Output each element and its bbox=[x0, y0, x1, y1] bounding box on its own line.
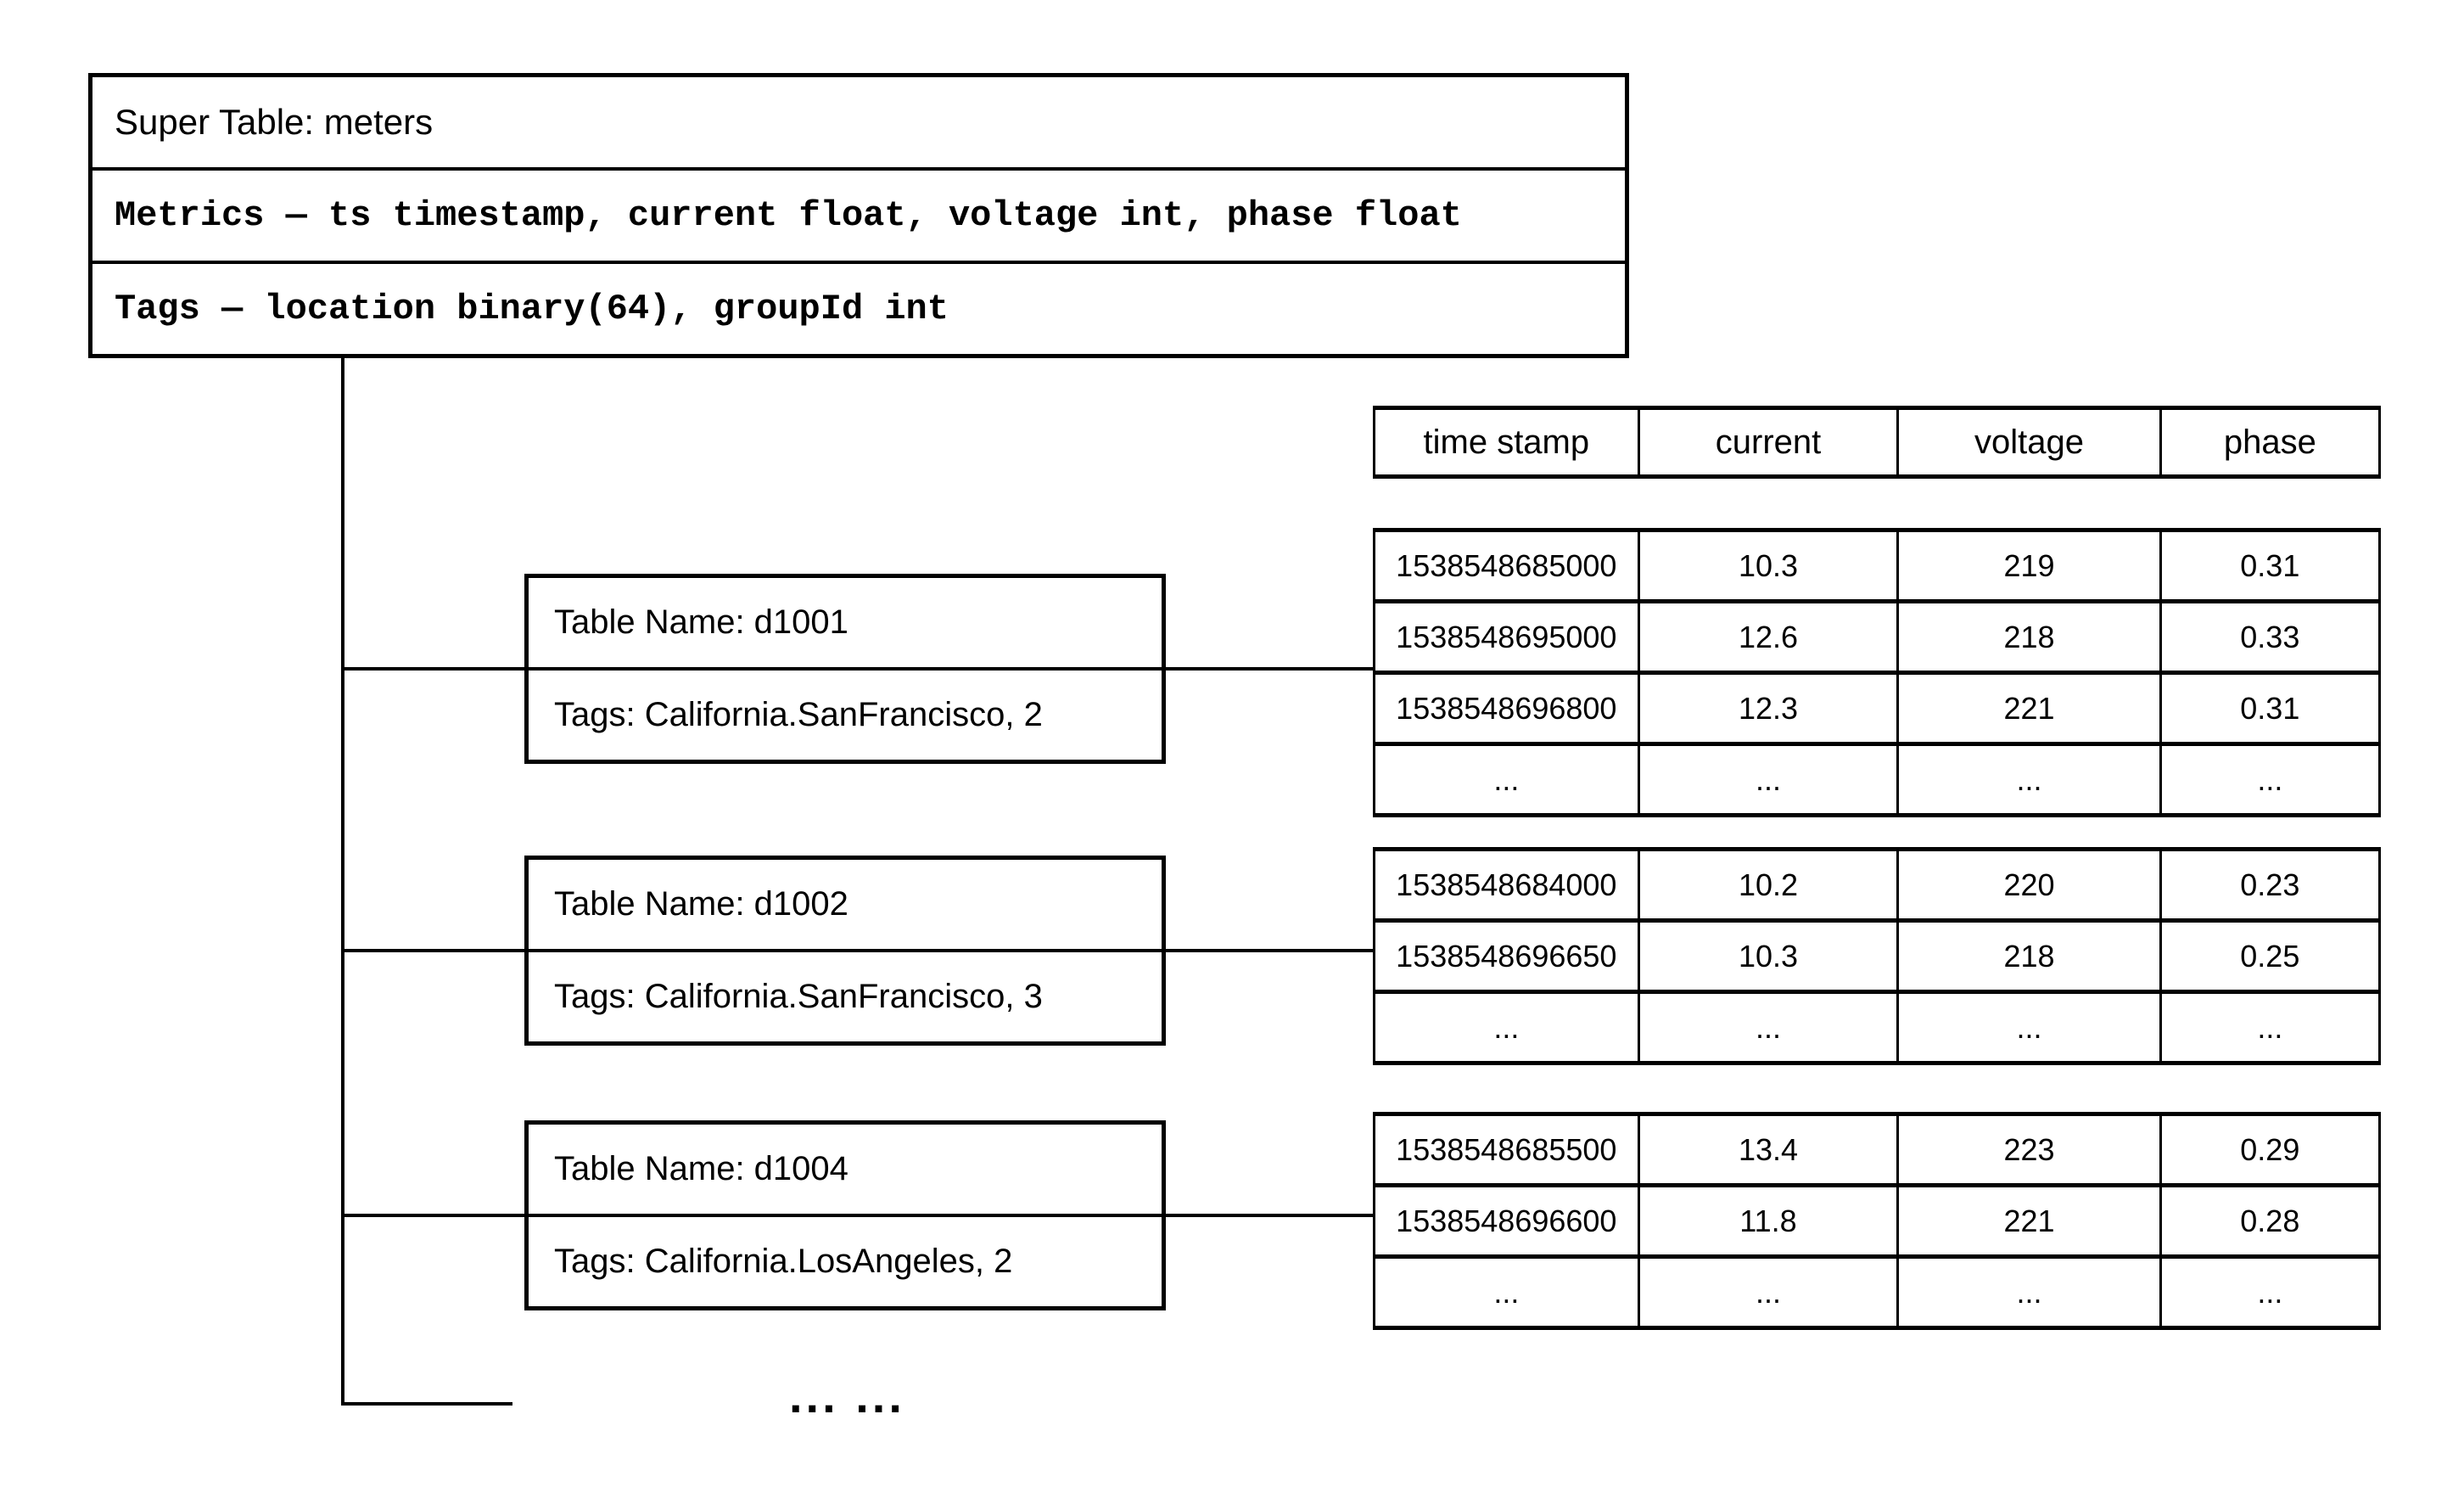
subtable-box-d1004: Table Name: d1004 Tags: California.LosAn… bbox=[524, 1120, 1166, 1310]
super-table-box: Super Table: meters Metrics — ts timesta… bbox=[88, 73, 1629, 358]
super-table-metrics: Metrics — ts timestamp, current float, v… bbox=[92, 171, 1625, 264]
table-cell: 221 bbox=[1896, 1183, 2162, 1259]
connector-line-d1004 bbox=[1166, 1214, 1373, 1217]
table-cell: ... bbox=[1896, 990, 2162, 1065]
tree-branch-line-more bbox=[341, 1402, 512, 1406]
table-cell: 1538548695000 bbox=[1373, 599, 1640, 675]
tree-trunk-line bbox=[341, 356, 344, 1406]
table-cell: ... bbox=[1373, 990, 1640, 1065]
table-row: 1538548696600 11.8 221 0.28 bbox=[1373, 1183, 2382, 1259]
table-cell: ... bbox=[1896, 742, 2162, 817]
table-cell: 1538548696650 bbox=[1373, 918, 1640, 994]
table-cell: 0.29 bbox=[2159, 1112, 2382, 1187]
table-row: ............ bbox=[1373, 990, 2382, 1065]
column-header-phase: phase bbox=[2159, 406, 2382, 479]
table-cell: 13.4 bbox=[1637, 1112, 1900, 1187]
table-cell: 0.25 bbox=[2159, 918, 2382, 994]
table-cell: ... bbox=[1896, 1254, 2162, 1330]
subtable-box-d1001: Table Name: d1001 Tags: California.SanFr… bbox=[524, 574, 1166, 764]
table-cell: 1538548685000 bbox=[1373, 528, 1640, 603]
subtable-tags-d1001: Tags: California.SanFrancisco, 2 bbox=[554, 696, 1043, 733]
table-row: ............ bbox=[1373, 1254, 2382, 1330]
table-cell: ... bbox=[2159, 742, 2382, 817]
table-cell: 0.23 bbox=[2159, 847, 2382, 923]
table-cell: ... bbox=[1637, 990, 1900, 1065]
table-cell: 0.31 bbox=[2159, 671, 2382, 746]
table-cell: 220 bbox=[1896, 847, 2162, 923]
table-cell: 0.31 bbox=[2159, 528, 2382, 603]
table-cell: 12.6 bbox=[1637, 599, 1900, 675]
table-cell: 1538548696800 bbox=[1373, 671, 1640, 746]
table-row: 1538548685000 10.3 219 0.31 bbox=[1373, 528, 2382, 603]
table-cell: 223 bbox=[1896, 1112, 2162, 1187]
table-cell: 218 bbox=[1896, 918, 2162, 994]
table-cell: 1538548684000 bbox=[1373, 847, 1640, 923]
data-table-d1002: 1538548684000 10.2 220 0.23 1538548696650 10.… bbox=[1373, 847, 2382, 1065]
table-cell: 218 bbox=[1896, 599, 2162, 675]
super-table-title: Super Table: meters bbox=[92, 77, 1625, 171]
table-cell: 221 bbox=[1896, 671, 2162, 746]
table-cell: 10.2 bbox=[1637, 847, 1900, 923]
table-cell: 0.28 bbox=[2159, 1183, 2382, 1259]
table-cell: ... bbox=[1637, 1254, 1900, 1330]
column-header-voltage: voltage bbox=[1896, 406, 2162, 479]
subtable-name-d1002: Table Name: d1002 bbox=[529, 860, 1162, 952]
more-subtables-ellipsis: ... ... bbox=[789, 1369, 905, 1422]
header-row: time stamp current voltage phase bbox=[1373, 406, 2382, 479]
tree-branch-line-d1002 bbox=[341, 949, 524, 952]
table-cell: ... bbox=[2159, 990, 2382, 1065]
connector-line-d1001 bbox=[1166, 667, 1373, 671]
column-header-timestamp: time stamp bbox=[1373, 406, 1640, 479]
subtable-box-d1002: Table Name: d1002 Tags: California.SanFr… bbox=[524, 856, 1166, 1046]
subtable-name-d1001: Table Name: d1001 bbox=[529, 578, 1162, 671]
connector-line-d1002 bbox=[1166, 949, 1373, 952]
subtable-name-d1004: Table Name: d1004 bbox=[529, 1125, 1162, 1217]
column-header-current: current bbox=[1637, 406, 1900, 479]
table-cell: 1538548685500 bbox=[1373, 1112, 1640, 1187]
super-table-tags: Tags — location binary(64), groupId int bbox=[115, 289, 949, 329]
table-cell: ... bbox=[1373, 1254, 1640, 1330]
table-cell: ... bbox=[2159, 1254, 2382, 1330]
table-row: 1538548684000 10.2 220 0.23 bbox=[1373, 847, 2382, 923]
table-cell: 1538548696600 bbox=[1373, 1183, 1640, 1259]
table-cell: 0.33 bbox=[2159, 599, 2382, 675]
table-row: 1538548696650 10.3 218 0.25 bbox=[1373, 918, 2382, 994]
data-table-d1001: 1538548685000 10.3 219 0.31 1538548695000 12.… bbox=[1373, 528, 2382, 817]
table-row: 1538548685500 13.4 223 0.29 bbox=[1373, 1112, 2382, 1187]
table-cell: 10.3 bbox=[1637, 528, 1900, 603]
table-cell: ... bbox=[1637, 742, 1900, 817]
table-cell: 10.3 bbox=[1637, 918, 1900, 994]
subtable-tags-d1002: Tags: California.SanFrancisco, 3 bbox=[554, 978, 1043, 1015]
tree-branch-line-d1004 bbox=[341, 1214, 524, 1217]
table-cell: ... bbox=[1373, 742, 1640, 817]
table-cell: 12.3 bbox=[1637, 671, 1900, 746]
tree-branch-line-d1001 bbox=[341, 667, 524, 671]
table-row: 1538548696800 12.3 221 0.31 bbox=[1373, 671, 2382, 746]
table-row: 1538548695000 12.6 218 0.33 bbox=[1373, 599, 2382, 675]
table-row: ............ bbox=[1373, 742, 2382, 817]
subtable-tags-d1004: Tags: California.LosAngeles, 2 bbox=[554, 1243, 1013, 1280]
table-cell: 11.8 bbox=[1637, 1183, 1900, 1259]
column-header-table: time stamp current voltage phase bbox=[1373, 406, 2382, 479]
table-cell: 219 bbox=[1896, 528, 2162, 603]
data-table-d1004: 1538548685500 13.4 223 0.29 1538548696600 11.… bbox=[1373, 1112, 2382, 1330]
